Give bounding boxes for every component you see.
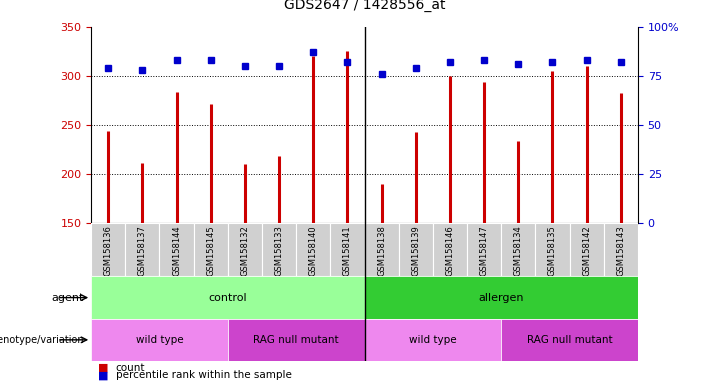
Text: ■: ■ xyxy=(98,370,109,380)
Bar xyxy=(501,223,536,276)
Bar xyxy=(228,319,365,361)
Text: wild type: wild type xyxy=(136,335,183,345)
Text: ■: ■ xyxy=(98,362,109,372)
Text: allergen: allergen xyxy=(479,293,524,303)
Text: GSM158136: GSM158136 xyxy=(104,225,113,276)
Bar xyxy=(501,319,638,361)
Bar xyxy=(91,276,365,319)
Bar xyxy=(365,223,399,276)
Bar xyxy=(467,223,501,276)
Bar xyxy=(228,223,262,276)
Bar xyxy=(91,223,125,276)
Text: count: count xyxy=(116,362,145,372)
Text: control: control xyxy=(208,293,247,303)
Bar xyxy=(262,223,296,276)
Text: GSM158140: GSM158140 xyxy=(308,225,318,276)
Bar xyxy=(604,223,638,276)
Text: GSM158132: GSM158132 xyxy=(240,225,250,276)
Text: GSM158135: GSM158135 xyxy=(548,225,557,276)
Text: GSM158146: GSM158146 xyxy=(445,225,454,276)
Text: wild type: wild type xyxy=(409,335,456,345)
Text: GSM158137: GSM158137 xyxy=(138,225,147,276)
Text: GSM158145: GSM158145 xyxy=(206,225,215,276)
Text: GSM158141: GSM158141 xyxy=(343,225,352,276)
Text: RAG null mutant: RAG null mutant xyxy=(253,335,339,345)
Text: GSM158147: GSM158147 xyxy=(479,225,489,276)
Bar xyxy=(330,223,365,276)
Text: GSM158138: GSM158138 xyxy=(377,225,386,276)
Text: GSM158143: GSM158143 xyxy=(616,225,625,276)
Text: genotype/variation: genotype/variation xyxy=(0,335,84,345)
Text: RAG null mutant: RAG null mutant xyxy=(526,335,613,345)
Bar xyxy=(365,276,638,319)
Text: GSM158134: GSM158134 xyxy=(514,225,523,276)
Bar xyxy=(399,223,433,276)
Text: agent: agent xyxy=(52,293,84,303)
Text: GDS2647 / 1428556_at: GDS2647 / 1428556_at xyxy=(284,0,445,12)
Bar xyxy=(297,223,330,276)
Text: percentile rank within the sample: percentile rank within the sample xyxy=(116,370,292,380)
Text: GSM158133: GSM158133 xyxy=(275,225,284,276)
Bar xyxy=(193,223,228,276)
Bar xyxy=(91,319,228,361)
Bar xyxy=(160,223,193,276)
Bar xyxy=(125,223,160,276)
Text: GSM158142: GSM158142 xyxy=(582,225,591,276)
Text: GSM158144: GSM158144 xyxy=(172,225,181,276)
Text: GSM158139: GSM158139 xyxy=(411,225,421,276)
Bar xyxy=(536,223,570,276)
Bar xyxy=(433,223,467,276)
Bar xyxy=(365,319,501,361)
Bar xyxy=(569,223,604,276)
